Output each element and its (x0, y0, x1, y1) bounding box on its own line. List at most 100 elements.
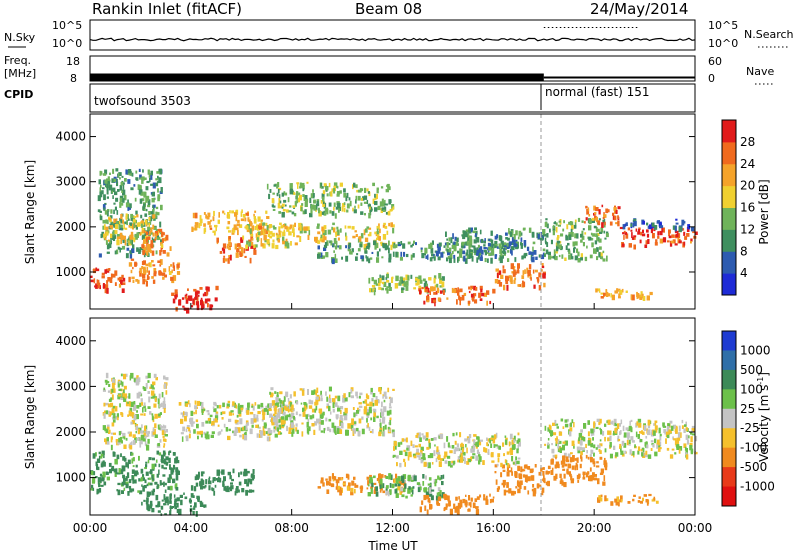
power-cell-band-1 (155, 250, 158, 255)
velocity-cell-band-5 (373, 412, 376, 418)
velocity-cell-band-0 (112, 417, 116, 423)
power-cell-band-8 (306, 181, 309, 184)
velocity-cell-band-10 (473, 442, 477, 447)
power-cell-band-4 (162, 250, 166, 254)
velocity-cell-band-11 (659, 447, 662, 450)
velocity-cell-band-0 (144, 425, 147, 432)
power-cell-band-14 (542, 252, 545, 256)
power-cell-band-8 (310, 204, 315, 210)
power-cell-band-6 (199, 218, 203, 224)
power-cell-band-12 (458, 297, 462, 301)
power-cell-band-19 (642, 296, 646, 301)
power-cell-band-5 (172, 298, 176, 304)
velocity-cell-band-0 (105, 382, 108, 385)
velocity-cell-band-2 (167, 499, 169, 506)
power-cell-band-17 (678, 233, 681, 239)
velocity-cell-band-3 (251, 478, 255, 481)
velocity-cell-band-11 (562, 441, 566, 444)
velocity-cell-band-8 (426, 495, 429, 499)
power-cell-band-19 (646, 295, 650, 301)
velocity-cell-band-11 (670, 425, 674, 431)
velocity-cell-band-11 (647, 429, 651, 434)
velocity-cell-band-10 (493, 434, 497, 440)
power-cell-band-15 (558, 244, 562, 250)
power-cell-band-16 (588, 214, 591, 217)
velocity-cell-band-5 (314, 408, 317, 413)
power-cell-band-7 (250, 244, 254, 249)
velocity-cell-band-1 (168, 451, 170, 456)
power-cell-band-14 (464, 258, 468, 264)
velocity-cell-band-6 (360, 490, 363, 493)
power-cell-band-15 (556, 237, 559, 241)
velocity-cell-band-1 (158, 463, 161, 468)
power-cell-band-3 (146, 274, 149, 280)
velocity-cell-band-5 (383, 431, 386, 437)
power-cell-band-8 (272, 205, 276, 208)
velocity-cell-band-5 (291, 405, 294, 411)
velocity-cell-band-0 (145, 375, 149, 379)
velocity-cell-band-10 (460, 457, 464, 463)
power-cell-band-9 (303, 226, 307, 231)
velocity-cell-band-10 (490, 437, 494, 440)
power-cell-band-14 (472, 245, 476, 248)
velocity-cell-band-11 (613, 445, 616, 450)
velocity-cell-band-4 (243, 425, 247, 431)
power-cell-band-9 (284, 225, 288, 230)
power-cell-band-3 (164, 274, 167, 278)
power-cell-band-8 (348, 197, 351, 201)
power-cell-band-1 (160, 187, 163, 193)
power-cell-band-18 (624, 223, 627, 227)
velocity-cell-band-11 (629, 449, 632, 455)
power-cell-band-2 (124, 239, 127, 246)
velocity-cell-band-10 (393, 441, 397, 446)
power-cell-band-19 (600, 292, 604, 295)
power-cell-band-8 (302, 186, 305, 192)
power-cell-band-6 (209, 227, 213, 230)
velocity-cell-band-7 (371, 482, 374, 488)
velocity-cell-band-11 (609, 453, 613, 459)
power-cell-band-14 (513, 243, 518, 247)
velocity-cell-band-0 (106, 381, 110, 384)
power-cell-band-10 (332, 244, 335, 248)
power-cell-band-1 (151, 198, 155, 203)
power-cell-band-5 (178, 299, 182, 306)
power-cell-band-8 (387, 183, 390, 189)
velocity-cell-band-0 (110, 436, 113, 443)
power-cell-band-10 (407, 241, 411, 245)
velocity-cell-band-1 (102, 471, 106, 478)
power-cell-band-9 (319, 238, 322, 241)
power-cell-band-1 (131, 172, 134, 177)
power-cell-band-9 (320, 234, 323, 239)
power-cell-band-10 (424, 247, 428, 254)
power-cell-band-14 (506, 242, 509, 247)
power-cell-band-5 (191, 305, 194, 308)
power-cell-band-16 (598, 209, 601, 215)
power-cell-band-8 (313, 199, 316, 204)
power-cell-band-10 (452, 242, 456, 248)
velocity-cell-band-4 (218, 431, 222, 435)
power-cell-band-13 (506, 284, 509, 291)
velocity-cell-band-2 (189, 499, 192, 503)
power-cell-band-6 (237, 230, 239, 236)
power-cell-band-2 (105, 226, 109, 231)
velocity-cell-band-0 (132, 404, 137, 411)
power-cell-band-3 (145, 263, 149, 267)
velocity-cell-band-2 (164, 513, 167, 516)
power-cell-band-12 (421, 286, 424, 290)
power-cell-band-1 (125, 253, 129, 259)
velocity-cell-band-11 (643, 425, 647, 431)
power-cell-band-8 (298, 194, 302, 201)
velocity-cell-band-5 (279, 404, 282, 407)
velocity-cell-band-11 (580, 451, 583, 456)
velocity-cell-band-6 (326, 489, 330, 494)
velocity-cell-band-10 (517, 432, 520, 436)
velocity-cell-band-4 (190, 410, 194, 416)
velocity-cell-band-5 (340, 410, 342, 415)
power-cell-band-1 (154, 214, 157, 219)
velocity-cell-band-1 (169, 485, 173, 491)
power-cell-band-16 (594, 215, 597, 220)
velocity-cell-band-4 (203, 408, 206, 412)
velocity-cell-band-0 (129, 443, 133, 450)
power-cell-band-18 (675, 218, 678, 221)
velocity-cell-band-4 (257, 404, 261, 409)
